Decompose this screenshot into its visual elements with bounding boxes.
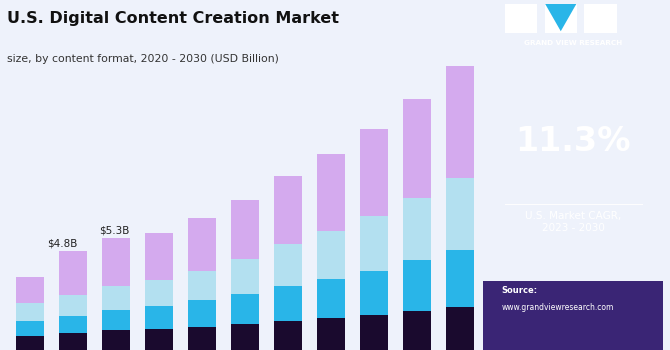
- Bar: [446, 250, 474, 307]
- Bar: [16, 321, 44, 336]
- Bar: [317, 279, 345, 318]
- Text: U.S. Digital Content Creation Market: U.S. Digital Content Creation Market: [7, 10, 339, 26]
- Bar: [231, 200, 259, 259]
- Bar: [188, 327, 216, 350]
- Bar: [317, 154, 345, 231]
- Text: GRAND VIEW RESEARCH: GRAND VIEW RESEARCH: [524, 40, 622, 46]
- Bar: [188, 271, 216, 301]
- Bar: [60, 333, 87, 350]
- FancyBboxPatch shape: [545, 0, 577, 33]
- Bar: [403, 311, 431, 350]
- Bar: [274, 176, 302, 244]
- Bar: [403, 260, 431, 311]
- Bar: [274, 244, 302, 286]
- Bar: [403, 99, 431, 197]
- Bar: [317, 318, 345, 350]
- Text: Source:: Source:: [501, 286, 537, 295]
- Bar: [360, 271, 388, 315]
- Bar: [360, 128, 388, 216]
- Bar: [446, 66, 474, 178]
- Bar: [103, 238, 130, 286]
- Bar: [317, 231, 345, 279]
- Bar: [231, 259, 259, 294]
- Bar: [360, 216, 388, 271]
- Bar: [16, 303, 44, 321]
- Bar: [145, 280, 173, 306]
- Bar: [145, 306, 173, 329]
- Text: $5.3B: $5.3B: [99, 226, 129, 236]
- FancyBboxPatch shape: [584, 0, 616, 33]
- Text: www.grandviewresearch.com: www.grandviewresearch.com: [501, 303, 614, 312]
- Bar: [446, 178, 474, 250]
- Bar: [274, 286, 302, 321]
- Polygon shape: [543, 0, 579, 31]
- Bar: [60, 295, 87, 316]
- Bar: [16, 277, 44, 303]
- Bar: [60, 316, 87, 333]
- Bar: [145, 233, 173, 280]
- Bar: [360, 315, 388, 350]
- Text: size, by content format, 2020 - 2030 (USD Billion): size, by content format, 2020 - 2030 (US…: [7, 54, 279, 64]
- FancyBboxPatch shape: [505, 0, 537, 33]
- Text: 11.3%: 11.3%: [516, 125, 631, 158]
- Bar: [403, 197, 431, 260]
- FancyBboxPatch shape: [484, 281, 663, 350]
- Bar: [446, 307, 474, 350]
- Bar: [145, 329, 173, 350]
- Bar: [274, 321, 302, 350]
- Bar: [231, 294, 259, 324]
- Text: U.S. Market CAGR,
2023 - 2030: U.S. Market CAGR, 2023 - 2030: [525, 211, 622, 233]
- Bar: [103, 330, 130, 350]
- Bar: [188, 301, 216, 327]
- Bar: [103, 310, 130, 330]
- Bar: [231, 324, 259, 350]
- Bar: [60, 251, 87, 295]
- Bar: [103, 286, 130, 310]
- Bar: [188, 218, 216, 271]
- Bar: [16, 336, 44, 350]
- Text: $4.8B: $4.8B: [48, 239, 78, 249]
